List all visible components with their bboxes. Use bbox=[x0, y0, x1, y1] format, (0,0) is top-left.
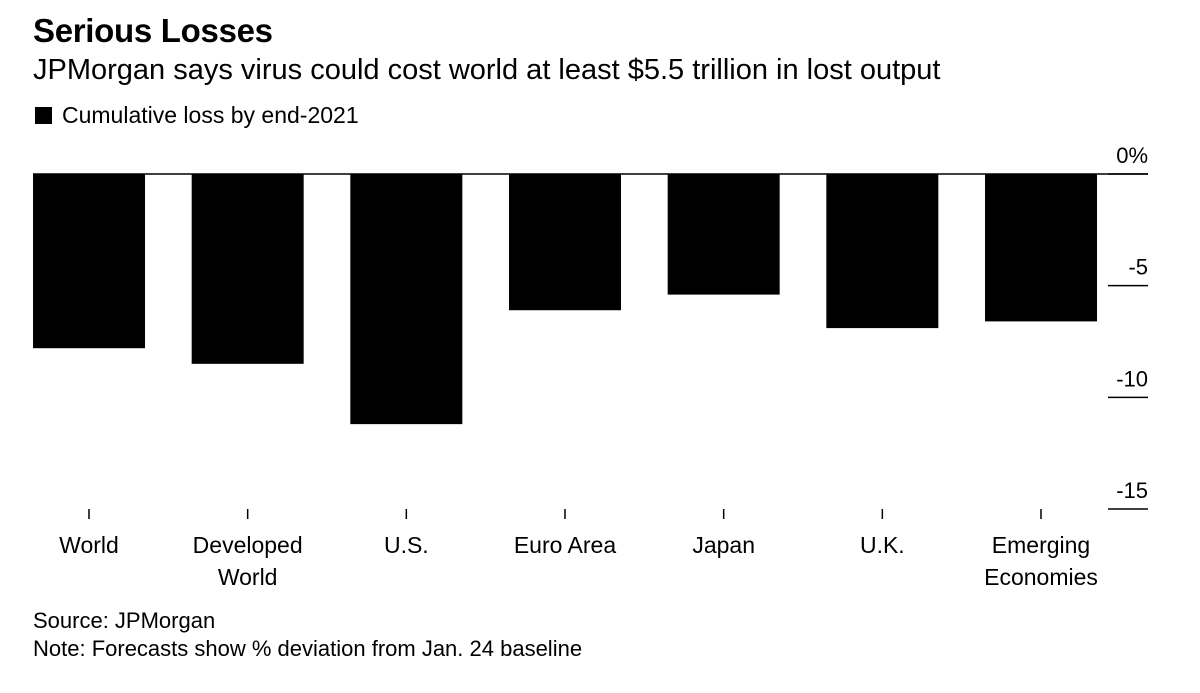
x-tick-label: U.K. bbox=[860, 532, 905, 558]
source-note: Source: JPMorgan bbox=[33, 608, 216, 633]
y-tick-label: -15 bbox=[1116, 478, 1148, 503]
footnote: Note: Forecasts show % deviation from Ja… bbox=[33, 636, 583, 661]
bar bbox=[509, 174, 621, 311]
legend-swatch bbox=[35, 107, 52, 124]
x-tick-label: Euro Area bbox=[514, 532, 616, 558]
bar bbox=[826, 174, 939, 329]
x-tick-label: U.S. bbox=[384, 532, 429, 558]
bar bbox=[191, 174, 304, 364]
x-tick-label: World bbox=[59, 532, 119, 558]
x-tick-label: World bbox=[218, 564, 278, 590]
bar bbox=[667, 174, 780, 295]
y-tick-label: -5 bbox=[1128, 255, 1148, 280]
bar bbox=[985, 174, 1097, 322]
y-tick-label: 0% bbox=[1116, 143, 1148, 168]
x-tick-label: Economies bbox=[984, 564, 1098, 590]
legend: Cumulative loss by end-2021 bbox=[35, 102, 359, 129]
x-tick-label: Japan bbox=[692, 532, 755, 558]
y-tick-label: -10 bbox=[1116, 366, 1148, 391]
bar-chart: 0% -5 -10 -15 World Developed World U.S. Euro Ar… bbox=[33, 143, 1148, 590]
x-tick-label: Developed bbox=[193, 532, 303, 558]
x-tick-label: Emerging bbox=[992, 532, 1090, 558]
legend-label: Cumulative loss by end-2021 bbox=[62, 102, 359, 128]
chart-subtitle: JPMorgan says virus could cost world at … bbox=[33, 54, 941, 86]
chart-title: Serious Losses bbox=[33, 12, 273, 49]
bar bbox=[33, 174, 145, 349]
bar bbox=[350, 174, 463, 425]
